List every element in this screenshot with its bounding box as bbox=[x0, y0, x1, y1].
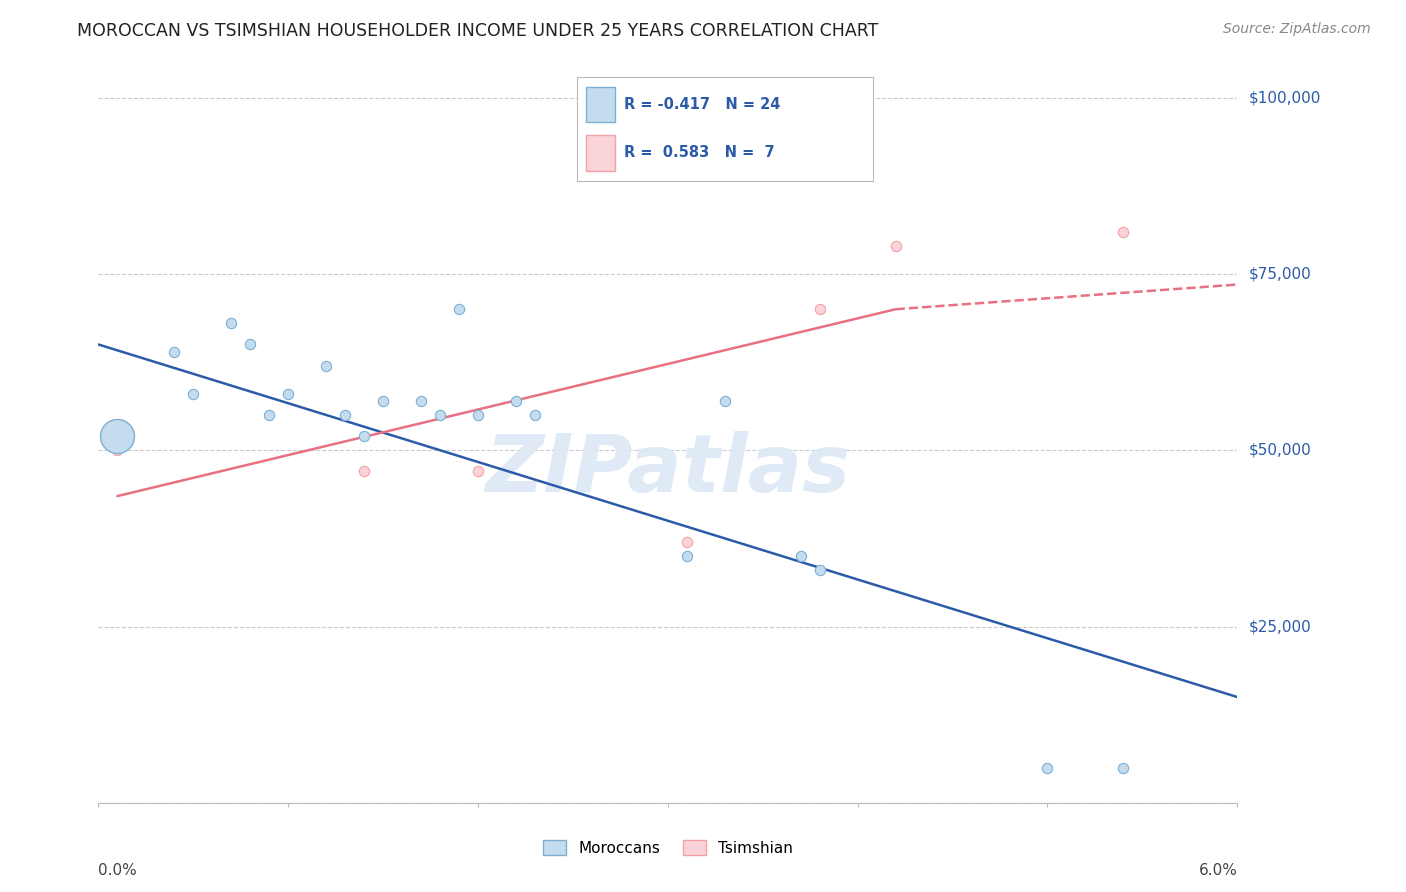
Text: ZIPatlas: ZIPatlas bbox=[485, 431, 851, 508]
Point bbox=[221, 316, 243, 330]
Point bbox=[371, 393, 394, 408]
Point bbox=[808, 302, 831, 317]
Point bbox=[884, 239, 907, 253]
Point bbox=[714, 393, 737, 408]
Point bbox=[505, 393, 527, 408]
Text: Source: ZipAtlas.com: Source: ZipAtlas.com bbox=[1223, 22, 1371, 37]
Point bbox=[524, 408, 547, 422]
Point bbox=[790, 549, 813, 563]
Point bbox=[467, 408, 489, 422]
Point bbox=[808, 563, 831, 577]
Text: $25,000: $25,000 bbox=[1249, 619, 1312, 634]
Text: 0.0%: 0.0% bbox=[98, 863, 138, 878]
Point bbox=[429, 408, 451, 422]
Text: $100,000: $100,000 bbox=[1249, 90, 1320, 105]
Point bbox=[277, 387, 299, 401]
Point bbox=[467, 464, 489, 478]
Point bbox=[107, 429, 129, 443]
Point bbox=[676, 535, 699, 549]
Text: 6.0%: 6.0% bbox=[1198, 863, 1237, 878]
Point bbox=[315, 359, 337, 373]
Point bbox=[335, 408, 357, 422]
Point bbox=[353, 464, 375, 478]
Legend: Moroccans, Tsimshian: Moroccans, Tsimshian bbox=[537, 834, 799, 862]
Point bbox=[183, 387, 205, 401]
Point bbox=[107, 429, 129, 443]
Point bbox=[107, 443, 129, 458]
Point bbox=[1112, 225, 1135, 239]
Point bbox=[1112, 760, 1135, 774]
Point bbox=[449, 302, 471, 317]
Point bbox=[676, 549, 699, 563]
Point bbox=[259, 408, 281, 422]
Text: $50,000: $50,000 bbox=[1249, 442, 1312, 458]
Point bbox=[239, 337, 262, 351]
Y-axis label: Householder Income Under 25 years: Householder Income Under 25 years bbox=[0, 293, 7, 573]
Text: MOROCCAN VS TSIMSHIAN HOUSEHOLDER INCOME UNDER 25 YEARS CORRELATION CHART: MOROCCAN VS TSIMSHIAN HOUSEHOLDER INCOME… bbox=[77, 22, 879, 40]
Point bbox=[411, 393, 433, 408]
Point bbox=[163, 344, 186, 359]
Point bbox=[353, 429, 375, 443]
Point bbox=[1036, 760, 1059, 774]
Text: $75,000: $75,000 bbox=[1249, 267, 1312, 282]
Point bbox=[657, 161, 679, 176]
